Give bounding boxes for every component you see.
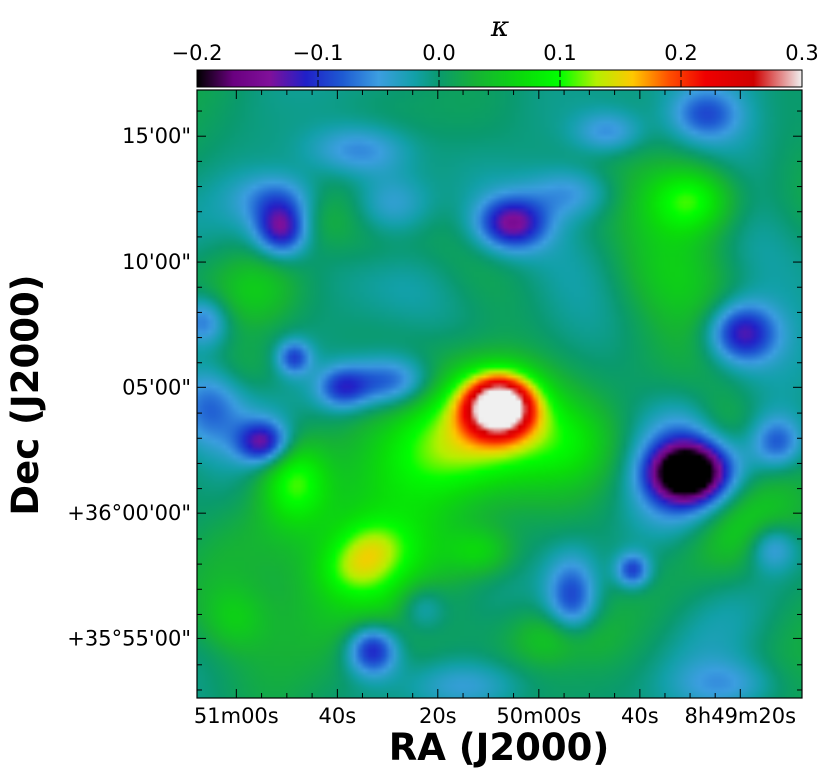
colorbar-gradient — [197, 70, 802, 87]
y-tick-label: 05'00" — [122, 375, 191, 399]
colorbar-tick-label: 0.3 — [785, 41, 818, 65]
x-tick-label: 8h49m20s — [685, 704, 797, 728]
colorbar — [196, 69, 803, 88]
y-tick-label: 10'00" — [122, 250, 191, 274]
y-tick-label: +35°55'00" — [67, 626, 191, 650]
x-tick-label: 20s — [419, 704, 457, 728]
x-axis-label: RA (J2000) — [389, 726, 610, 769]
colorbar-tick-label: 0.1 — [543, 41, 576, 65]
x-axis-ticks: 51m00s 40s 20s 50m00s 40s 8h49m20s — [194, 90, 796, 728]
colorbar-tick-label: −0.1 — [293, 41, 344, 65]
colorbar-tick-labels: −0.2 −0.1 0.0 0.1 0.2 0.3 — [172, 41, 819, 65]
y-tick-label: +36°00'00" — [67, 501, 191, 525]
y-axis-ticks: 15'00" 10'00" 05'00" +36°00'00" +35°55'00" — [67, 110, 802, 691]
colorbar-tick-label: 0.2 — [664, 41, 697, 65]
colorbar-frame — [196, 69, 803, 88]
y-axis-label: Dec (J2000) — [4, 274, 47, 515]
colorbar-tick-label: 0.0 — [422, 41, 455, 65]
x-tick-label: 40s — [621, 704, 659, 728]
x-tick-label: 40s — [319, 704, 357, 728]
kappa-map-image — [197, 90, 802, 698]
x-tick-label: 51m00s — [194, 704, 279, 728]
colorbar-label: κ — [490, 10, 509, 43]
heatmap — [196, 89, 803, 699]
plot-frame — [196, 89, 803, 699]
colorbar-tick-label: −0.2 — [172, 41, 223, 65]
y-tick-label: 15'00" — [122, 124, 191, 148]
x-tick-label: 50m00s — [496, 704, 581, 728]
